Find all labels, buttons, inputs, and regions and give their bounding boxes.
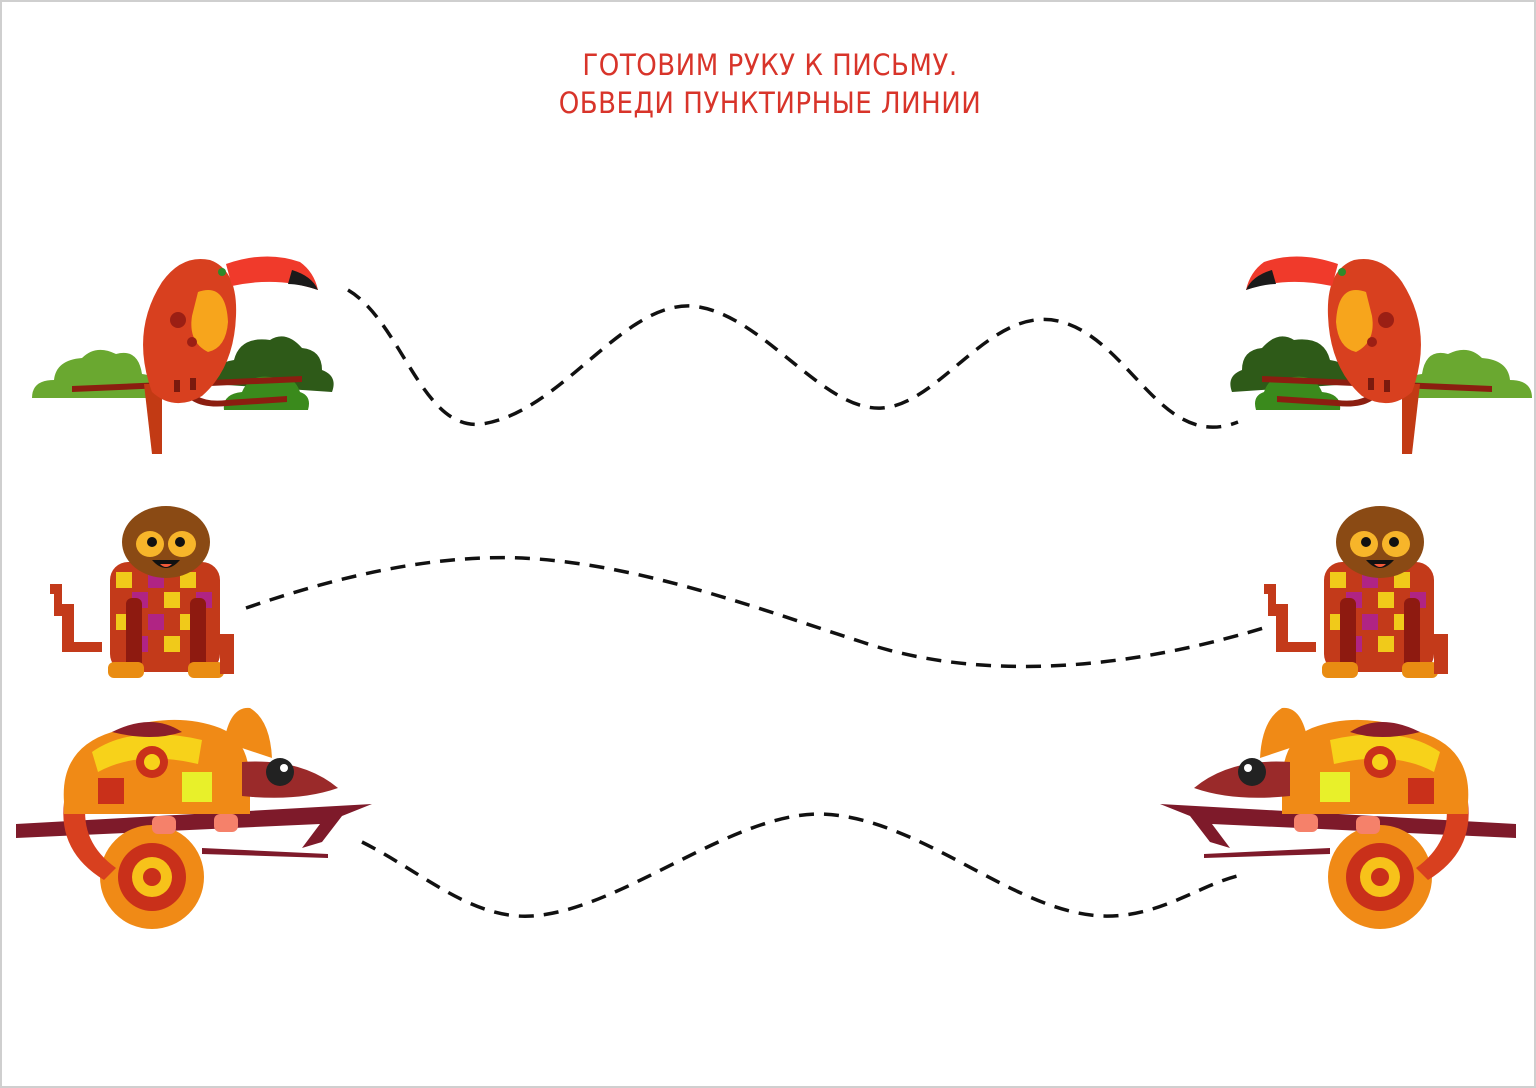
chameleon-icon-left	[16, 707, 372, 929]
trace-line-1	[347, 288, 1239, 429]
toucan-icon-left	[32, 256, 334, 454]
trace-line-3	[361, 812, 1247, 918]
toucan-icon-right	[1230, 256, 1532, 454]
monkey-icon-right	[1264, 506, 1448, 678]
monkey-icon-left	[50, 506, 234, 678]
chameleon-icon-right	[1160, 707, 1516, 929]
trace-line-2	[245, 555, 1271, 669]
title-line-1: ГОТОВИМ РУКУ К ПИСЬМУ.	[582, 48, 958, 82]
title-line-2: ОБВЕДИ ПУНКТИРНЫЕ ЛИНИИ	[558, 86, 982, 120]
page-title: ГОТОВИМ РУКУ К ПИСЬМУ. ОБВЕДИ ПУНКТИРНЫЕ…	[2, 46, 1534, 122]
